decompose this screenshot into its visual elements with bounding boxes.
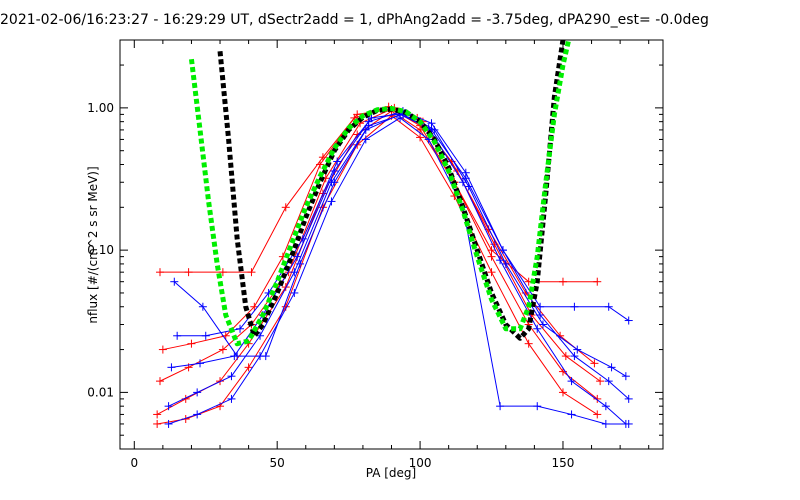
series-red-trace-4 (157, 115, 598, 425)
data-point-red (353, 110, 362, 119)
y-axis-label: nflux [#/(cm^2 s sr MeV)] (86, 166, 100, 323)
data-point-red (593, 394, 602, 403)
axes: 0 50 100 150 0.01 0.10 1.00 (87, 39, 663, 470)
data-point-red (187, 339, 196, 348)
data-point-blue (164, 419, 173, 428)
data-point-blue (570, 352, 579, 361)
data-point-blue (498, 246, 507, 255)
y-tick-label: 1.00 (87, 101, 114, 115)
data-point-blue (261, 352, 270, 361)
series-red-trace-2 (159, 107, 601, 382)
data-point-red (416, 133, 425, 142)
data-point-blue (201, 331, 210, 340)
data-point-blue (607, 363, 616, 372)
data-point-blue (567, 410, 576, 419)
data-point-blue (461, 174, 470, 183)
data-point-blue (193, 410, 202, 419)
data-point-blue (573, 345, 582, 354)
data-point-blue (364, 121, 373, 130)
data-point-blue (601, 402, 610, 411)
series-blue-trace-4 (168, 117, 629, 425)
data-point-blue (538, 320, 547, 329)
data-point-blue (233, 352, 242, 361)
data-point-blue (604, 377, 613, 386)
data-point-blue (290, 288, 299, 297)
data-point-blue (296, 259, 305, 268)
data-point-red (218, 345, 227, 354)
x-tick-label: 50 (270, 456, 285, 470)
data-point-blue (236, 324, 245, 333)
data-point-blue (624, 419, 633, 428)
chart-title: 2021-02-06/16:23:27 - 16:29:29 UT, dSect… (0, 12, 709, 28)
plot-frame (119, 39, 664, 450)
data-point-blue (533, 324, 542, 333)
data-point-red (218, 268, 227, 277)
series-blue-trace-5 (173, 113, 629, 357)
data-point-blue (198, 302, 207, 311)
data-point-red (156, 268, 165, 277)
data-point-blue (361, 135, 370, 144)
data-point-red (158, 345, 167, 354)
data-point-blue (533, 402, 542, 411)
series-red-trace-5 (160, 108, 598, 283)
data-point-blue (624, 316, 633, 325)
data-point-red (153, 410, 162, 419)
data-point-red (590, 359, 599, 368)
plot-data-layer (153, 40, 633, 428)
data-point-blue (196, 359, 205, 368)
data-point-red (244, 363, 253, 372)
data-point-blue (170, 277, 179, 286)
data-point-blue (164, 402, 173, 411)
data-point-blue (501, 259, 510, 268)
data-point-red (524, 339, 533, 348)
data-point-red (593, 277, 602, 286)
series-red-trace-1 (156, 110, 598, 415)
data-point-blue (327, 197, 336, 206)
data-point-red (318, 153, 327, 162)
data-point-blue (293, 252, 302, 261)
data-point-red (558, 277, 567, 286)
data-point-blue (567, 377, 576, 386)
data-point-red (561, 352, 570, 361)
x-axis-label: PA [deg] (366, 466, 416, 480)
data-point-blue (227, 394, 236, 403)
data-point-blue (193, 388, 202, 397)
data-point-blue (367, 113, 376, 122)
data-point-red (596, 377, 605, 386)
data-point-blue (496, 256, 505, 265)
data-point-red (216, 402, 225, 411)
data-point-blue (536, 302, 545, 311)
x-tick-label: 150 (552, 456, 575, 470)
data-point-red (558, 388, 567, 397)
data-point-blue (427, 119, 436, 128)
data-point-red (184, 268, 193, 277)
data-point-blue (604, 302, 613, 311)
data-point-blue (333, 157, 342, 166)
y-tick-label: 0.01 (87, 385, 114, 399)
x-tick-label: 0 (130, 456, 138, 470)
fit-curve-green (188, 40, 572, 347)
data-point-red (487, 268, 496, 277)
data-point-red (487, 246, 496, 255)
data-point-red (247, 268, 256, 277)
data-point-red (281, 203, 290, 212)
data-point-blue (173, 331, 182, 340)
data-point-red (156, 377, 165, 386)
data-point-blue (167, 363, 176, 372)
data-point-blue (227, 372, 236, 381)
data-point-red (153, 419, 162, 428)
data-point-red (593, 410, 602, 419)
data-point-blue (330, 178, 339, 187)
data-point-blue (496, 402, 505, 411)
data-point-blue (621, 372, 630, 381)
data-point-blue (570, 302, 579, 311)
data-point-blue (601, 419, 610, 428)
y-tick-label: 0.10 (87, 243, 114, 257)
series-blue-trace-1 (168, 113, 627, 425)
data-point-blue (624, 394, 633, 403)
x-tick-label: 100 (409, 456, 432, 470)
